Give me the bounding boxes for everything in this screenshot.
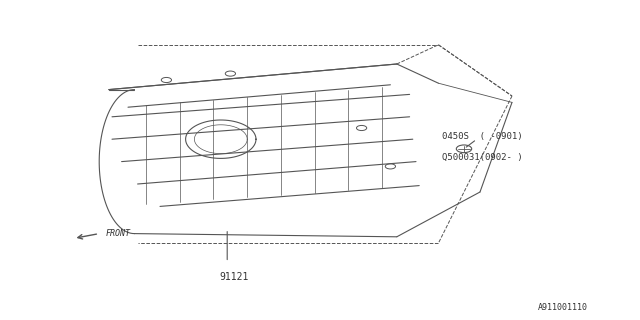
Text: FRONT: FRONT [106, 229, 131, 238]
Text: A911001110: A911001110 [538, 303, 588, 312]
Text: 0450S  ( -0901): 0450S ( -0901) [442, 132, 522, 141]
Text: Q500031(0902- ): Q500031(0902- ) [442, 153, 522, 162]
Text: 91121: 91121 [219, 272, 248, 282]
